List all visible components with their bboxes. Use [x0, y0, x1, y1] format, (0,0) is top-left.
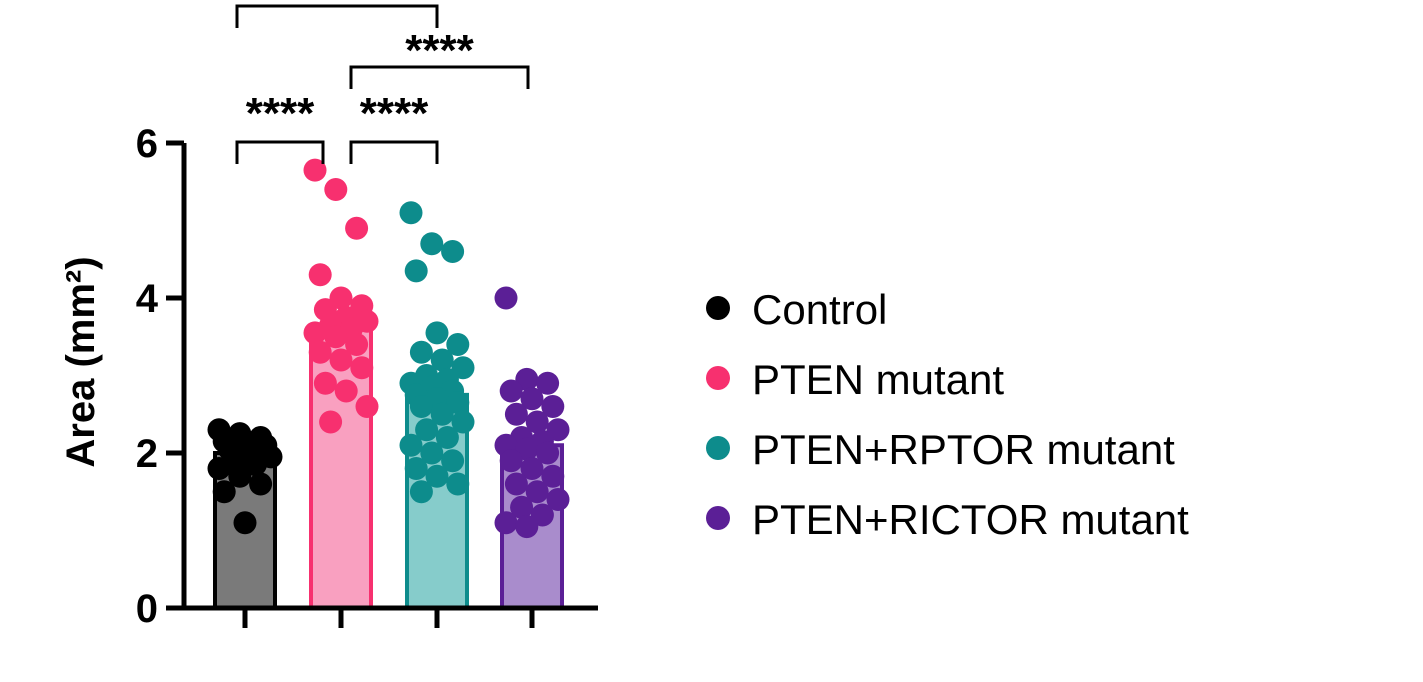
data-point — [355, 395, 379, 418]
data-point — [409, 395, 433, 418]
y-tick-label: 6 — [136, 122, 158, 166]
x-ticks-layer — [242, 608, 535, 628]
data-point — [404, 259, 428, 283]
data-point — [525, 480, 549, 504]
legend-label: PTEN+RPTOR mutant — [752, 426, 1175, 473]
data-point — [329, 348, 353, 372]
data-point — [228, 464, 252, 488]
data-point — [399, 433, 423, 457]
axes-layer — [181, 143, 598, 611]
legend-label: PTEN+RICTOR mutant — [752, 496, 1189, 543]
data-point — [324, 325, 348, 349]
data-point — [415, 418, 439, 442]
data-point — [541, 464, 565, 488]
data-point — [334, 379, 358, 403]
data-point — [350, 356, 374, 380]
legend-marker — [706, 506, 730, 530]
data-point — [345, 216, 369, 240]
data-point — [536, 441, 560, 465]
significance-bracket — [235, 4, 439, 28]
points-layer — [207, 158, 570, 539]
legend-marker — [706, 366, 730, 390]
data-point — [520, 457, 544, 480]
data-point — [430, 348, 454, 372]
data-point — [446, 472, 470, 496]
legend-label: Control — [752, 286, 887, 333]
legend: Control PTEN mutant PTEN+RPTOR mutant PTEN+… — [706, 286, 1189, 543]
data-point — [404, 457, 428, 480]
data-point — [207, 457, 231, 480]
data-point — [499, 379, 523, 403]
y-tick-label: 4 — [136, 277, 159, 321]
data-point — [399, 201, 423, 225]
data-point — [409, 340, 433, 364]
y-tick-label: 2 — [136, 432, 158, 476]
legend-marker — [706, 436, 730, 460]
data-point — [435, 426, 459, 449]
data-point — [515, 515, 539, 539]
data-point — [441, 240, 465, 263]
data-point — [441, 449, 465, 473]
data-point — [430, 402, 454, 426]
significance-label: **** — [246, 89, 315, 138]
data-point — [425, 464, 449, 488]
data-point — [212, 480, 236, 504]
data-point — [324, 178, 348, 201]
data-point — [504, 472, 528, 496]
y-tick-label: 0 — [136, 587, 158, 631]
y-axis-label: Area (mm²) — [59, 256, 103, 467]
data-point — [420, 232, 444, 256]
data-point — [319, 410, 343, 434]
data-point — [541, 395, 565, 418]
data-point — [494, 286, 518, 310]
data-point — [249, 472, 273, 496]
y-ticks-layer: 0 2 4 6 — [136, 122, 184, 631]
data-point — [446, 333, 470, 356]
data-point — [420, 441, 444, 465]
significance-label: **** — [360, 89, 429, 138]
significance-bracket — [349, 140, 439, 164]
data-point — [313, 371, 337, 395]
data-point — [409, 480, 433, 504]
data-point — [308, 340, 332, 364]
data-point — [233, 511, 257, 535]
data-point — [425, 321, 449, 345]
data-point — [499, 449, 523, 473]
legend-marker — [706, 296, 730, 320]
legend-label: PTEN mutant — [752, 356, 1004, 403]
data-point — [546, 488, 570, 511]
significance-bracket — [235, 140, 325, 164]
data-point — [520, 387, 544, 411]
data-point — [510, 495, 534, 519]
data-point — [504, 402, 528, 426]
data-point — [303, 158, 327, 182]
data-point — [451, 410, 475, 434]
significance-bracket — [349, 65, 530, 89]
significance-layer: **** **** **** — [235, 4, 530, 164]
data-point — [345, 333, 369, 356]
data-point — [308, 263, 332, 287]
data-point — [303, 321, 327, 345]
significance-label: **** — [405, 26, 474, 75]
data-point — [494, 511, 518, 535]
data-point — [525, 410, 549, 434]
data-point — [536, 371, 560, 395]
